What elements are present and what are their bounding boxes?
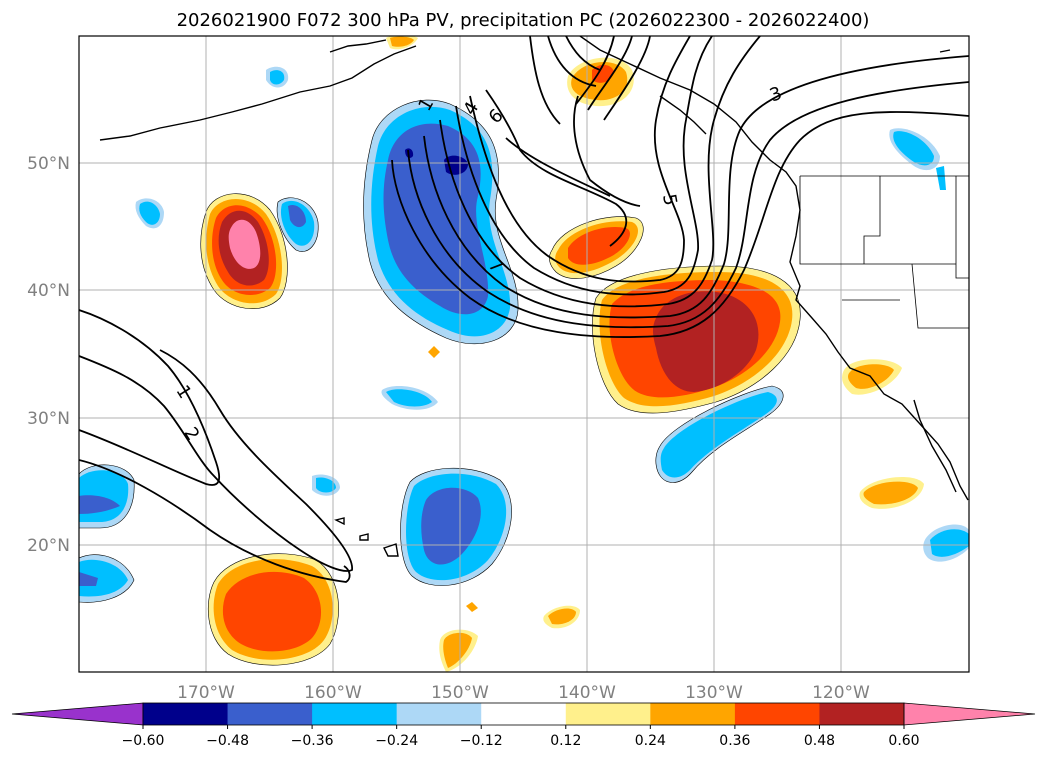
colorbar-box	[650, 703, 736, 725]
colorbar-box	[312, 703, 398, 725]
colorbar-tick-label: 0.36	[719, 733, 750, 749]
x-tick-170w: 170°W	[177, 683, 235, 703]
x-tick-140w: 140°W	[558, 683, 616, 703]
y-tick-40n: 40°N	[27, 281, 70, 301]
colorbar-tick-label: −0.36	[291, 733, 334, 749]
colorbar-extend-min	[11, 702, 144, 726]
pos-core-main	[653, 291, 759, 392]
colorbar-box	[227, 703, 313, 725]
gridlines	[79, 36, 969, 672]
colorbar: −0.60 −0.48 −0.36 −0.24 −0.12 0.12 0.24 0.36 0.4…	[11, 702, 1036, 749]
colorbar-box	[565, 703, 651, 725]
colorbar-box	[396, 703, 482, 725]
colorbar-box	[143, 703, 229, 725]
colorbar-tick-label: −0.60	[122, 733, 165, 749]
y-tick-50n: 50°N	[27, 154, 70, 174]
colorbar-extend-max	[903, 702, 1036, 726]
y-tick-20n: 20°N	[27, 536, 70, 556]
pv-contours	[79, 36, 969, 583]
map-panel: 1 2 3 4 5 6 7 1	[79, 36, 969, 672]
colorbar-tick-label: 0.60	[888, 733, 919, 749]
x-tick-130w: 130°W	[685, 683, 743, 703]
colorbar-tick-label: −0.12	[460, 733, 503, 749]
x-tick-120w: 120°W	[812, 683, 870, 703]
colorbar-outline	[142, 702, 905, 726]
x-tick-150w: 150°W	[431, 683, 489, 703]
x-axis-ticks: 170°W 160°W 150°W 140°W 130°W 120°W	[177, 683, 870, 703]
chart-title: 2026021900 F072 300 hPa PV, precipitatio…	[177, 10, 870, 31]
colorbar-tick-label: −0.24	[375, 733, 418, 749]
coastlines	[99, 36, 969, 557]
colorbar-tick-label: 0.48	[804, 733, 835, 749]
borders	[799, 175, 969, 329]
colorbar-box	[481, 703, 567, 725]
y-tick-30n: 30°N	[27, 409, 70, 429]
colorbar-tick-label: −0.48	[206, 733, 249, 749]
colorbar-box	[734, 703, 820, 725]
colorbar-box	[819, 703, 905, 725]
x-tick-160w: 160°W	[304, 683, 362, 703]
map-frame	[78, 35, 970, 673]
colorbar-tick-label: 0.12	[550, 733, 581, 749]
colorbar-tick-label: 0.24	[635, 733, 666, 749]
contour-label-5: 5	[658, 192, 681, 207]
y-axis-ticks: 50°N 40°N 30°N 20°N	[27, 154, 70, 556]
